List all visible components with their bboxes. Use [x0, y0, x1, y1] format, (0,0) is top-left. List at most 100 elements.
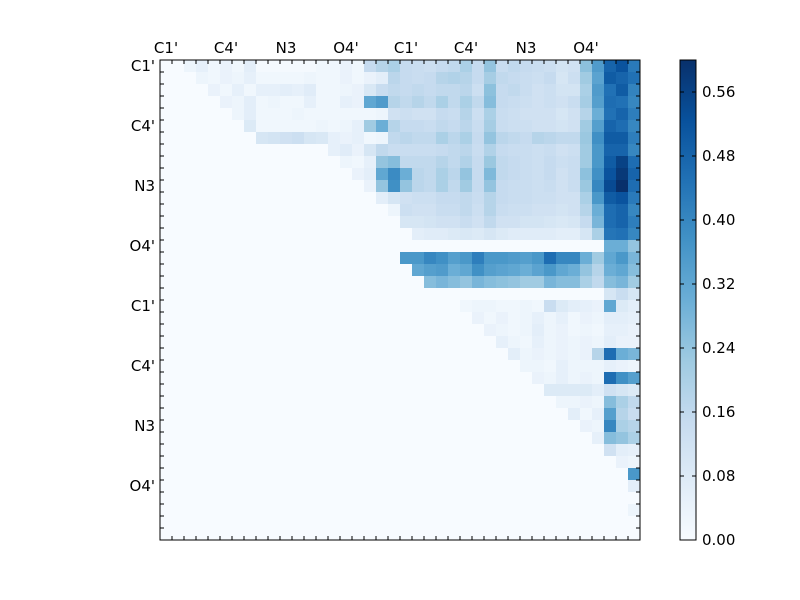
heatmap-cell: [520, 492, 533, 505]
heatmap-cell: [184, 72, 197, 85]
heatmap-cell: [376, 420, 389, 433]
heatmap-cell: [400, 108, 413, 121]
heatmap-cell: [244, 60, 257, 73]
heatmap-cell: [556, 108, 569, 121]
heatmap-cell: [244, 504, 257, 517]
heatmap-cell: [520, 240, 533, 253]
heatmap-cell: [520, 72, 533, 85]
colorbar-axis: 0.000.080.160.240.320.400.480.56: [680, 83, 735, 549]
heatmap-cell: [352, 168, 365, 181]
heatmap-cell: [400, 372, 413, 385]
heatmap-cell: [340, 72, 353, 85]
heatmap-cell: [340, 288, 353, 301]
heatmap-cell: [496, 84, 509, 97]
heatmap-cell: [268, 468, 281, 481]
heatmap-cell: [292, 72, 305, 85]
heatmap-cell: [412, 264, 425, 277]
heatmap-cell: [268, 228, 281, 241]
heatmap-cell: [556, 312, 569, 325]
heatmap-cell: [364, 360, 377, 373]
heatmap-cell: [280, 456, 293, 469]
heatmap-cell: [160, 360, 173, 373]
heatmap-cell: [424, 168, 437, 181]
heatmap-cell: [628, 60, 641, 73]
heatmap-cell: [400, 432, 413, 445]
heatmap-cell: [388, 228, 401, 241]
heatmap-cell: [556, 192, 569, 205]
heatmap-cell: [508, 120, 521, 133]
heatmap-cell: [208, 408, 221, 421]
heatmap-cell: [604, 204, 617, 217]
heatmap-cell: [208, 276, 221, 289]
heatmap-cell: [220, 264, 233, 277]
heatmap-cell: [616, 336, 629, 349]
heatmap-cell: [568, 180, 581, 193]
heatmap-cell: [208, 396, 221, 409]
heatmap-cell: [196, 408, 209, 421]
heatmap-cell: [196, 252, 209, 265]
heatmap-cell: [448, 204, 461, 217]
heatmap-cell: [556, 264, 569, 277]
heatmap-cell: [304, 60, 317, 73]
heatmap-cell: [568, 156, 581, 169]
heatmap-cell: [472, 528, 485, 541]
heatmap-cell: [496, 336, 509, 349]
heatmap-cell: [352, 300, 365, 313]
heatmap-cell: [592, 60, 605, 73]
heatmap-cell: [280, 72, 293, 85]
heatmap-cell: [316, 204, 329, 217]
heatmap-cell: [376, 372, 389, 385]
heatmap-cell: [460, 120, 473, 133]
heatmap-cell: [544, 228, 557, 241]
heatmap-cell: [292, 300, 305, 313]
heatmap-cell: [184, 420, 197, 433]
heatmap-cell: [508, 216, 521, 229]
heatmap-cell: [472, 420, 485, 433]
heatmap-cell: [460, 408, 473, 421]
heatmap-cell: [208, 108, 221, 121]
heatmap-cell: [364, 96, 377, 109]
heatmap-cell: [532, 204, 545, 217]
heatmap-cell: [448, 168, 461, 181]
heatmap-cell: [232, 468, 245, 481]
heatmap-cell: [532, 240, 545, 253]
heatmap-cell: [268, 72, 281, 85]
x-tick-label: C1': [394, 39, 418, 57]
heatmap-cell: [208, 216, 221, 229]
heatmap-cell: [232, 420, 245, 433]
heatmap-cell: [160, 288, 173, 301]
heatmap-cell: [604, 84, 617, 97]
heatmap-cell: [460, 252, 473, 265]
heatmap-cell: [412, 408, 425, 421]
heatmap-cell: [172, 240, 185, 253]
heatmap-cell: [388, 144, 401, 157]
heatmap-cell: [628, 300, 641, 313]
heatmap-cell: [460, 216, 473, 229]
heatmap-cell: [628, 528, 641, 541]
heatmap-cell: [508, 516, 521, 529]
heatmap-cell: [280, 180, 293, 193]
heatmap-cell: [376, 144, 389, 157]
heatmap-cell: [172, 132, 185, 145]
heatmap-cell: [388, 168, 401, 181]
heatmap-cell: [508, 252, 521, 265]
heatmap-cell: [424, 528, 437, 541]
heatmap-cell: [184, 252, 197, 265]
heatmap-cell: [364, 456, 377, 469]
heatmap-cell: [616, 276, 629, 289]
heatmap-cell: [508, 528, 521, 541]
heatmap-cell: [388, 444, 401, 457]
heatmap-cell: [340, 192, 353, 205]
heatmap-cell: [580, 456, 593, 469]
heatmap-cell: [364, 468, 377, 481]
heatmap-cell: [580, 168, 593, 181]
heatmap-cell: [196, 432, 209, 445]
heatmap-cell: [400, 216, 413, 229]
heatmap-cell: [388, 120, 401, 133]
heatmap-cell: [520, 408, 533, 421]
heatmap-cell: [184, 168, 197, 181]
heatmap-cell: [436, 384, 449, 397]
heatmap-cell: [352, 396, 365, 409]
heatmap-cell: [556, 360, 569, 373]
heatmap-cell: [616, 72, 629, 85]
